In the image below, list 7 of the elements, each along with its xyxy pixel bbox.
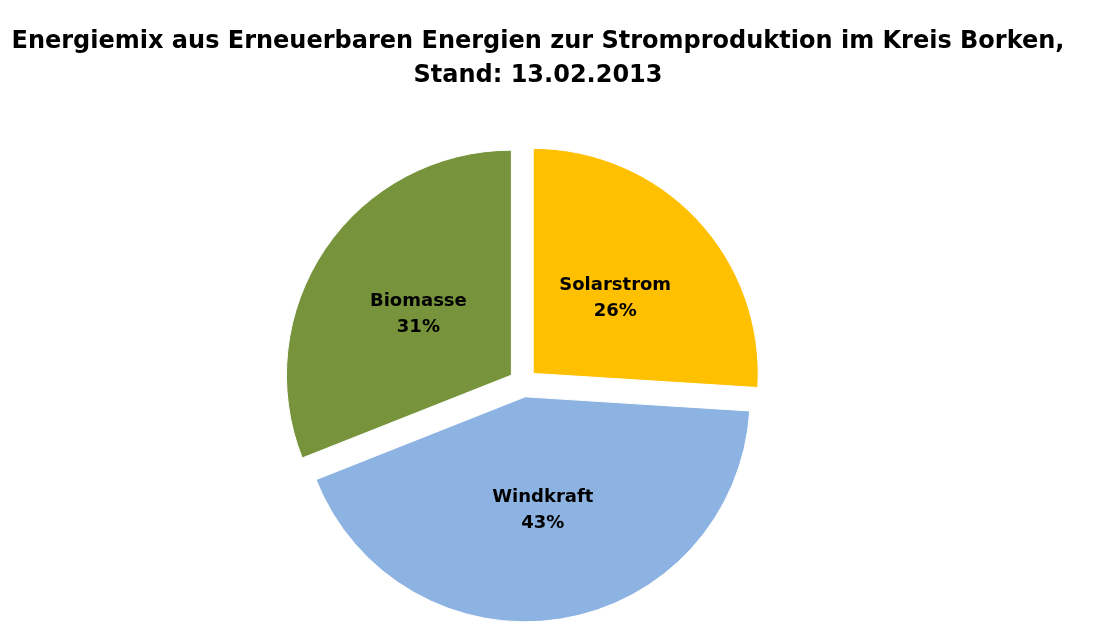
chart-title: Energiemix aus Erneuerbaren Energien zur Stromproduktion im Kreis Borken, Stand: 13.02.2013 — [11, 26, 1065, 88]
slice-label: Windkraft — [492, 484, 594, 506]
data-label: 43% — [521, 510, 565, 532]
slice-label: Solarstrom — [559, 273, 672, 295]
data-label: 31% — [396, 314, 440, 336]
data-label: 26% — [593, 299, 637, 321]
slice-label: Biomasse — [369, 288, 467, 310]
